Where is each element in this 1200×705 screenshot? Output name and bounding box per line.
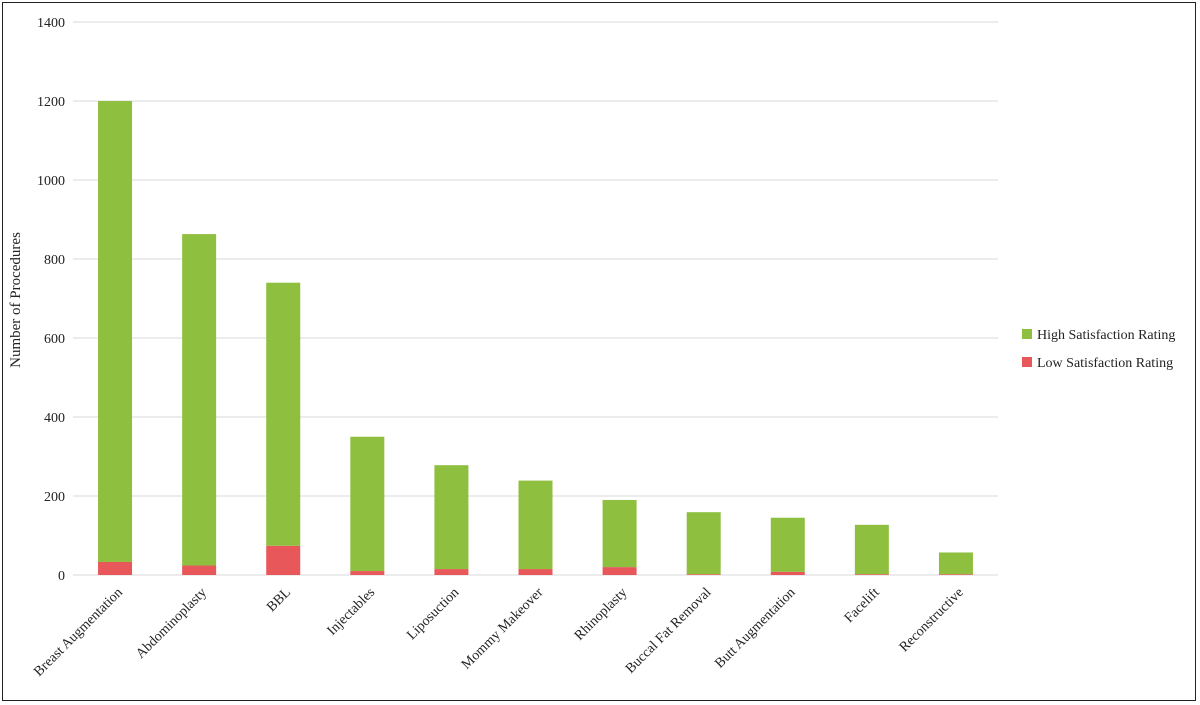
bar-segment bbox=[770, 571, 805, 575]
y-tick-label: 600 bbox=[44, 332, 65, 347]
bar-segment bbox=[266, 282, 301, 546]
legend: High Satisfaction Rating Low Satisfaction… bbox=[1022, 328, 1175, 371]
bar-segment bbox=[854, 524, 889, 575]
bars bbox=[98, 101, 973, 575]
y-tick-label: 1400 bbox=[37, 16, 65, 31]
gridlines bbox=[73, 21, 998, 576]
x-tick-label: Reconstructive bbox=[897, 585, 967, 655]
bar-segment bbox=[518, 569, 553, 575]
bar-segment bbox=[182, 234, 217, 566]
bar-segment bbox=[854, 574, 889, 575]
bar-segment bbox=[770, 517, 805, 572]
y-tick-label: 400 bbox=[44, 411, 65, 426]
x-tick-label: Injectables bbox=[325, 585, 378, 638]
bar-segment bbox=[434, 465, 469, 570]
bar-segment bbox=[98, 561, 133, 575]
bar-segment bbox=[686, 512, 721, 575]
y-tick-label: 1200 bbox=[37, 95, 65, 110]
x-tick-label: Liposuction bbox=[404, 585, 462, 643]
x-tick-label: Butt Augmentation bbox=[712, 585, 798, 671]
bar-segment bbox=[350, 571, 385, 575]
x-tick-label: Abdominoplasty bbox=[133, 585, 210, 662]
bar-segment bbox=[938, 574, 973, 575]
x-tick-label: Rhinoplasty bbox=[572, 585, 630, 643]
bar-segment bbox=[98, 101, 133, 562]
bar-segment bbox=[350, 436, 385, 572]
bar-segment bbox=[602, 499, 637, 568]
x-tick-label: Mommy Makeover bbox=[459, 585, 547, 673]
legend-label: High Satisfaction Rating bbox=[1037, 328, 1175, 343]
y-tick-label: 800 bbox=[44, 253, 65, 268]
bar-segment bbox=[434, 569, 469, 575]
bar-segment bbox=[602, 567, 637, 575]
legend-swatch bbox=[1022, 329, 1032, 339]
legend-swatch bbox=[1022, 357, 1032, 367]
legend-label: Low Satisfaction Rating bbox=[1037, 356, 1173, 371]
x-tick-label: Facelift bbox=[842, 585, 883, 626]
y-tick-label: 200 bbox=[44, 490, 65, 505]
x-tick-label: Breast Augmentation bbox=[31, 585, 125, 679]
y-axis-ticks: 0 200 400 600 800 1000 1200 1400 bbox=[37, 16, 65, 584]
bar-segment bbox=[938, 552, 973, 575]
x-tick-label: BBL bbox=[264, 585, 294, 615]
bar-segment bbox=[686, 574, 721, 575]
x-tick-label: Buccal Fat Removal bbox=[623, 585, 715, 677]
bar-segment bbox=[182, 565, 217, 575]
y-axis-label: Number of Procedures bbox=[8, 232, 24, 368]
bar-segment bbox=[518, 480, 553, 570]
x-axis-ticks: Breast Augmentation Abdominoplasty BBL Inje… bbox=[31, 585, 966, 680]
y-tick-label: 0 bbox=[58, 569, 65, 584]
y-tick-label: 1000 bbox=[37, 174, 65, 189]
bar-segment bbox=[266, 545, 301, 575]
